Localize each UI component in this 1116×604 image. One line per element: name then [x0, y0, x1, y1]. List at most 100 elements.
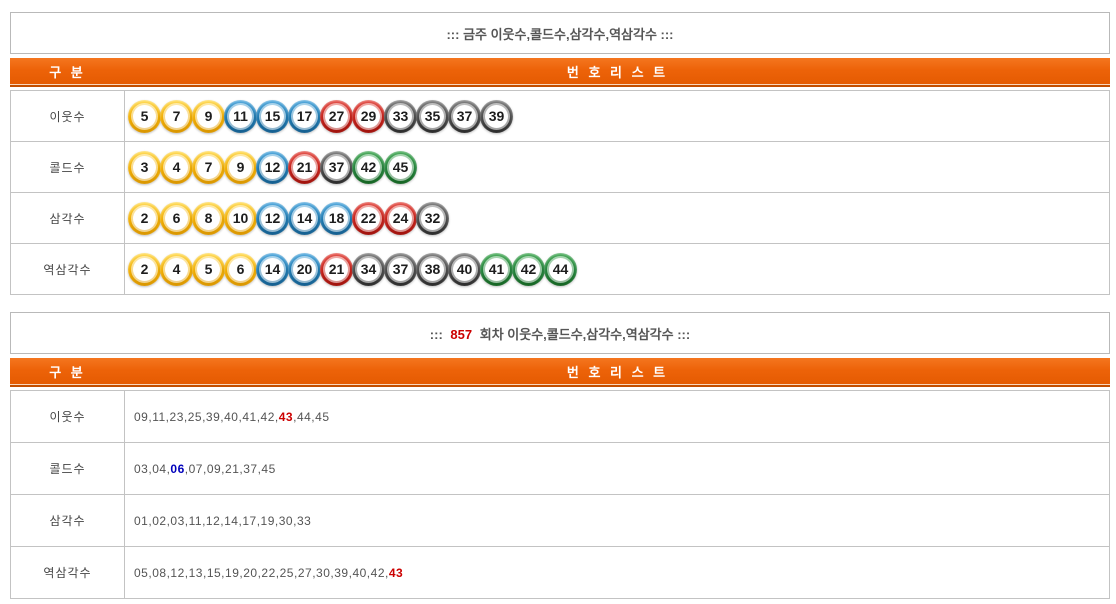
- ball-list: 2 6 8 10 12 14 18 22 24 32: [125, 193, 1109, 243]
- lotto-ball: 15: [256, 99, 289, 133]
- lotto-ball-number: 44: [549, 257, 572, 281]
- table-row: 삼각수 2 6 8 10 12 14 18 22 24 32: [11, 193, 1109, 244]
- round-number: 857: [450, 326, 473, 342]
- lotto-ball-number: 20: [293, 257, 316, 281]
- lotto-ball: 20: [288, 252, 321, 286]
- highlighted-number: 06: [170, 461, 185, 476]
- lotto-ball: 37: [448, 99, 481, 133]
- row-label: 콜드수: [11, 142, 125, 192]
- lotto-ball: 10: [224, 201, 257, 235]
- lotto-ball-number: 29: [357, 104, 380, 128]
- lotto-ball: 29: [352, 99, 385, 133]
- lotto-ball-number: 6: [229, 257, 252, 281]
- round-title-prefix: :::: [429, 326, 443, 342]
- lotto-ball-number: 21: [325, 257, 348, 281]
- lotto-ball: 40: [448, 252, 481, 286]
- lotto-ball: 9: [224, 150, 257, 184]
- lotto-ball-number: 41: [485, 257, 508, 281]
- round-section: ::: 857 회차 이웃수,콜드수,삼각수,역삼각수 ::: 구 분 번 호 …: [10, 312, 1110, 599]
- lotto-ball-number: 3: [133, 155, 156, 179]
- lotto-ball-number: 14: [293, 206, 316, 230]
- lotto-ball: 4: [160, 252, 193, 286]
- row-label: 역삼각수: [11, 547, 125, 598]
- table-row: 역삼각수 05,08,12,13,15,19,20,22,25,27,30,39,…: [11, 547, 1109, 599]
- lotto-ball: 4: [160, 150, 193, 184]
- lotto-ball: 18: [320, 201, 353, 235]
- current-week-table: 이웃수 5 7 9 11 15 17 27 29 33 35 37 39 콜드수 3 4 7 9 12 21 37 42 4…: [10, 90, 1110, 295]
- lotto-ball-number: 33: [389, 104, 412, 128]
- lotto-ball: 42: [512, 252, 545, 286]
- current-week-title: ::: 금주 이웃수,콜드수,삼각수,역삼각수 :::: [446, 26, 674, 42]
- lotto-ball-number: 14: [261, 257, 284, 281]
- lotto-ball: 34: [352, 252, 385, 286]
- lotto-ball-number: 2: [133, 257, 156, 281]
- number-list: 01,02,03,11,12,14,17,19,30,33: [125, 495, 1109, 546]
- current-week-section: ::: 금주 이웃수,콜드수,삼각수,역삼각수 ::: 구 분 번 호 리 스 …: [10, 12, 1110, 295]
- lotto-ball-number: 21: [293, 155, 316, 179]
- lotto-ball: 6: [160, 201, 193, 235]
- lotto-ball-number: 24: [389, 206, 412, 230]
- lotto-ball-number: 7: [197, 155, 220, 179]
- lotto-ball: 3: [128, 150, 161, 184]
- number-list-text: 03,04,06,07,09,21,37,45: [134, 461, 276, 476]
- lotto-ball-number: 4: [165, 155, 188, 179]
- lotto-ball: 35: [416, 99, 449, 133]
- round-title: ::: 857 회차 이웃수,콜드수,삼각수,역삼각수 :::: [430, 324, 690, 343]
- lotto-ball: 8: [192, 201, 225, 235]
- lotto-ball-number: 7: [165, 104, 188, 128]
- number-list: 05,08,12,13,15,19,20,22,25,27,30,39,40,4…: [125, 547, 1109, 598]
- number-list-text: 09,11,23,25,39,40,41,42,43,44,45: [134, 409, 330, 424]
- lotto-ball-number: 15: [261, 104, 284, 128]
- lotto-ball: 21: [320, 252, 353, 286]
- column-header-type: 구 분: [49, 64, 86, 80]
- lotto-ball: 5: [128, 99, 161, 133]
- round-table-header: 구 분 번 호 리 스 트: [10, 358, 1110, 384]
- lotto-ball: 6: [224, 252, 257, 286]
- ball-list: 5 7 9 11 15 17 27 29 33 35 37 39: [125, 91, 1109, 141]
- current-week-title-box: ::: 금주 이웃수,콜드수,삼각수,역삼각수 :::: [10, 12, 1110, 54]
- table-row: 역삼각수 2 4 5 6 14 20 21 34 37 38 40 41 42 44: [11, 244, 1109, 295]
- lotto-ball-number: 37: [453, 104, 476, 128]
- row-label: 삼각수: [11, 495, 125, 546]
- round-title-box: ::: 857 회차 이웃수,콜드수,삼각수,역삼각수 :::: [10, 312, 1110, 354]
- lotto-ball-number: 42: [357, 155, 380, 179]
- round-table: 이웃수 09,11,23,25,39,40,41,42,43,44,45 콜드수 03…: [10, 390, 1110, 599]
- lotto-ball: 2: [128, 201, 161, 235]
- table-row: 콜드수 3 4 7 9 12 21 37 42 45: [11, 142, 1109, 193]
- column-header-number-list: 번 호 리 스 트: [566, 364, 669, 380]
- lotto-ball: 12: [256, 201, 289, 235]
- lotto-ball: 11: [224, 99, 257, 133]
- lotto-ball-number: 9: [197, 104, 220, 128]
- page: ::: 금주 이웃수,콜드수,삼각수,역삼각수 ::: 구 분 번 호 리 스 …: [10, 12, 1110, 599]
- row-label: 삼각수: [11, 193, 125, 243]
- lotto-ball-number: 4: [165, 257, 188, 281]
- lotto-ball: 14: [256, 252, 289, 286]
- highlighted-number: 43: [278, 409, 294, 424]
- lotto-ball: 12: [256, 150, 289, 184]
- lotto-ball-number: 17: [293, 104, 316, 128]
- number-list: 03,04,06,07,09,21,37,45: [125, 443, 1109, 494]
- lotto-ball-number: 12: [261, 155, 284, 179]
- lotto-ball-number: 8: [197, 206, 220, 230]
- lotto-ball-number: 10: [229, 206, 252, 230]
- lotto-ball: 9: [192, 99, 225, 133]
- lotto-ball: 24: [384, 201, 417, 235]
- lotto-ball: 27: [320, 99, 353, 133]
- lotto-ball: 14: [288, 201, 321, 235]
- table-row: 이웃수 5 7 9 11 15 17 27 29 33 35 37 39: [11, 91, 1109, 142]
- lotto-ball-number: 45: [389, 155, 412, 179]
- column-header-type: 구 분: [49, 364, 86, 380]
- row-label: 역삼각수: [11, 244, 125, 294]
- current-week-table-header: 구 분 번 호 리 스 트: [10, 58, 1110, 84]
- number-list-text: 05,08,12,13,15,19,20,22,25,27,30,39,40,4…: [134, 565, 404, 580]
- ball-list: 2 4 5 6 14 20 21 34 37 38 40 41 42 44: [125, 244, 1109, 294]
- row-label: 콜드수: [11, 443, 125, 494]
- lotto-ball-number: 22: [357, 206, 380, 230]
- row-label: 이웃수: [11, 91, 125, 141]
- lotto-ball: 39: [480, 99, 513, 133]
- lotto-ball: 37: [320, 150, 353, 184]
- highlighted-number: 43: [388, 565, 404, 580]
- lotto-ball: 33: [384, 99, 417, 133]
- lotto-ball: 38: [416, 252, 449, 286]
- lotto-ball-number: 38: [421, 257, 444, 281]
